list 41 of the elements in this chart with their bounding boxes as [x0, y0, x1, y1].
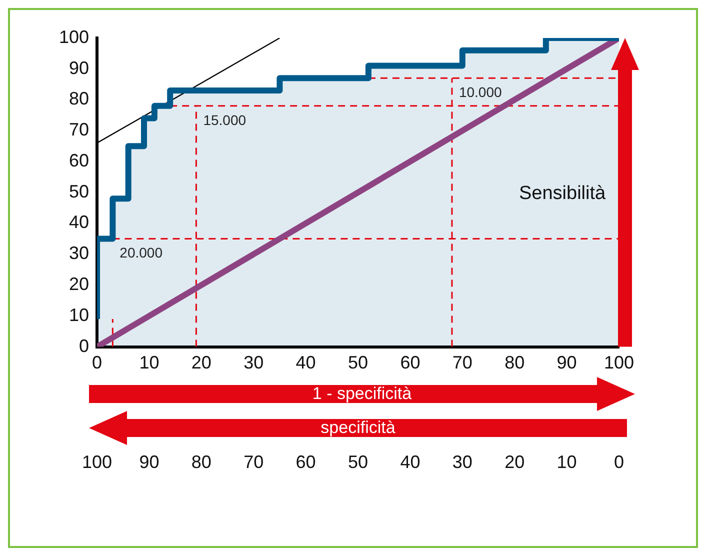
x2-tick-label: 30: [452, 452, 472, 472]
y-tick-label: 10: [68, 304, 90, 325]
y-tick-label: 70: [68, 120, 90, 140]
x-tick-label: 0: [92, 352, 102, 373]
x2-tick-label: 10: [556, 452, 577, 472]
x2-tick-label: 90: [139, 452, 160, 472]
x-tick-label: 80: [504, 352, 525, 373]
x2-tick-label: 100: [82, 452, 112, 472]
x2-tick-label: 20: [504, 452, 525, 472]
x-axis-title: 1 - specificità: [311, 384, 413, 404]
y-tick-label: 50: [68, 181, 90, 202]
x2-tick-label: 80: [191, 452, 212, 472]
x2-tick-label: 40: [400, 452, 420, 472]
y-tick-label: 30: [68, 243, 90, 264]
x-tick-label: 90: [556, 352, 577, 373]
y-tick-label: 60: [68, 150, 90, 170]
x-tick-label: 70: [452, 352, 472, 373]
annotation: 20.000: [120, 244, 163, 261]
x2-axis-title: specificità: [320, 418, 396, 438]
x-tick-label: 60: [400, 352, 420, 373]
x2-tick-label: 50: [348, 452, 368, 472]
annotation: 10.000: [458, 84, 502, 100]
y-tick-label: 20: [68, 274, 90, 294]
x2-tick-label: 70: [244, 452, 264, 472]
y-tick-label: 0: [79, 336, 90, 356]
x2-tick-label: 60: [296, 452, 316, 472]
arrow-icon: specificità: [89, 410, 627, 445]
x-tick-label: 40: [296, 352, 316, 373]
y-axis-title: Sensibilità: [518, 183, 606, 206]
y-tick-label: 40: [68, 212, 90, 232]
x-tick-label: 30: [244, 352, 264, 373]
y-tick-label: 100: [58, 26, 90, 47]
y-tick-label: 90: [68, 58, 90, 78]
x-tick-label: 100: [604, 352, 634, 373]
x-tick-label: 10: [139, 352, 160, 373]
x2-tick-label: 0: [614, 452, 624, 472]
x-tick-label: 50: [348, 352, 368, 373]
y-tick-label: 80: [68, 88, 90, 109]
annotation: 15.000: [203, 112, 246, 128]
arrow-icon: 1 - specificità: [89, 376, 635, 411]
x-tick-label: 20: [191, 352, 212, 373]
